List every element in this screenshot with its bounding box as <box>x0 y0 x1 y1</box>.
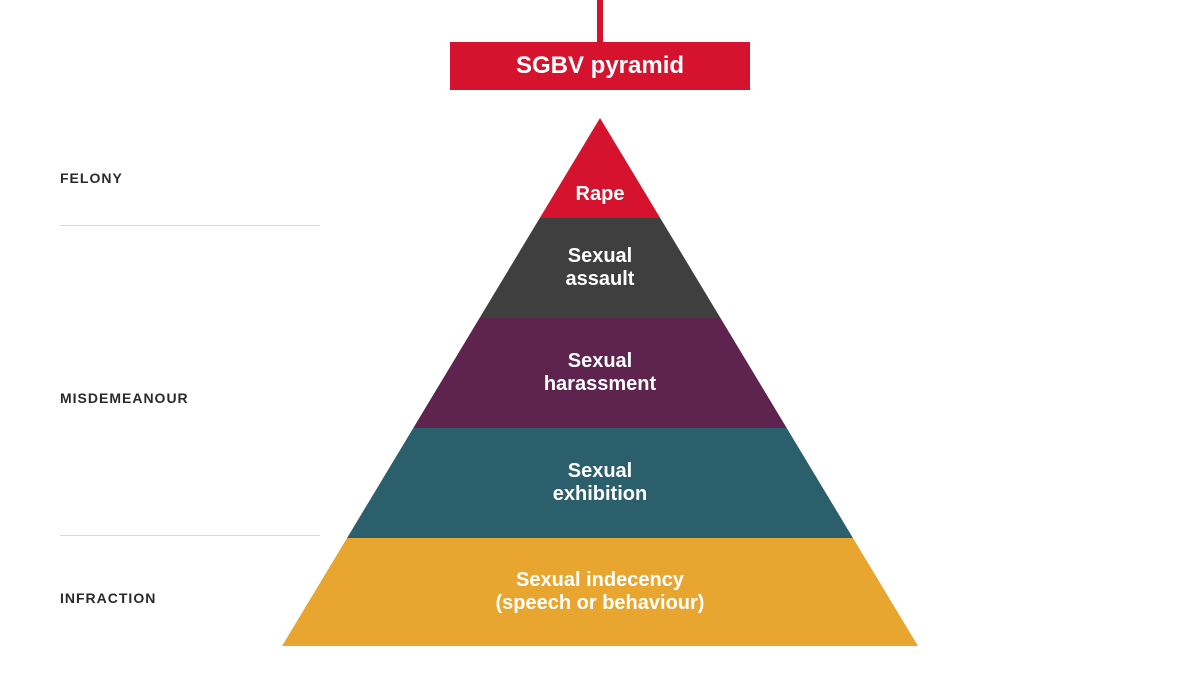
pyramid-tier-label-3: Sexual exhibition <box>390 428 810 538</box>
pyramid-tier-label-1: Sexual assault <box>520 218 681 318</box>
diagram-stage: SGBV pyramid FELONY MISDEMEANOUR INFRACT… <box>0 0 1200 675</box>
category-divider-2 <box>60 535 320 536</box>
category-divider-1 <box>60 225 320 226</box>
pyramid-tier-label-4: Sexual indecency (speech or behaviour) <box>325 538 876 646</box>
diagram-title-text: SGBV pyramid <box>516 52 684 80</box>
title-connector-stem <box>597 0 603 42</box>
category-label-felony: FELONY <box>60 170 280 186</box>
category-label-infraction: INFRACTION <box>60 590 280 606</box>
pyramid-tier-label-2: Sexual harassment <box>456 318 743 428</box>
category-label-misdemeanour: MISDEMEANOUR <box>60 390 280 406</box>
pyramid-tier-label-0: Rape <box>540 118 660 218</box>
diagram-title-box: SGBV pyramid <box>450 42 750 90</box>
